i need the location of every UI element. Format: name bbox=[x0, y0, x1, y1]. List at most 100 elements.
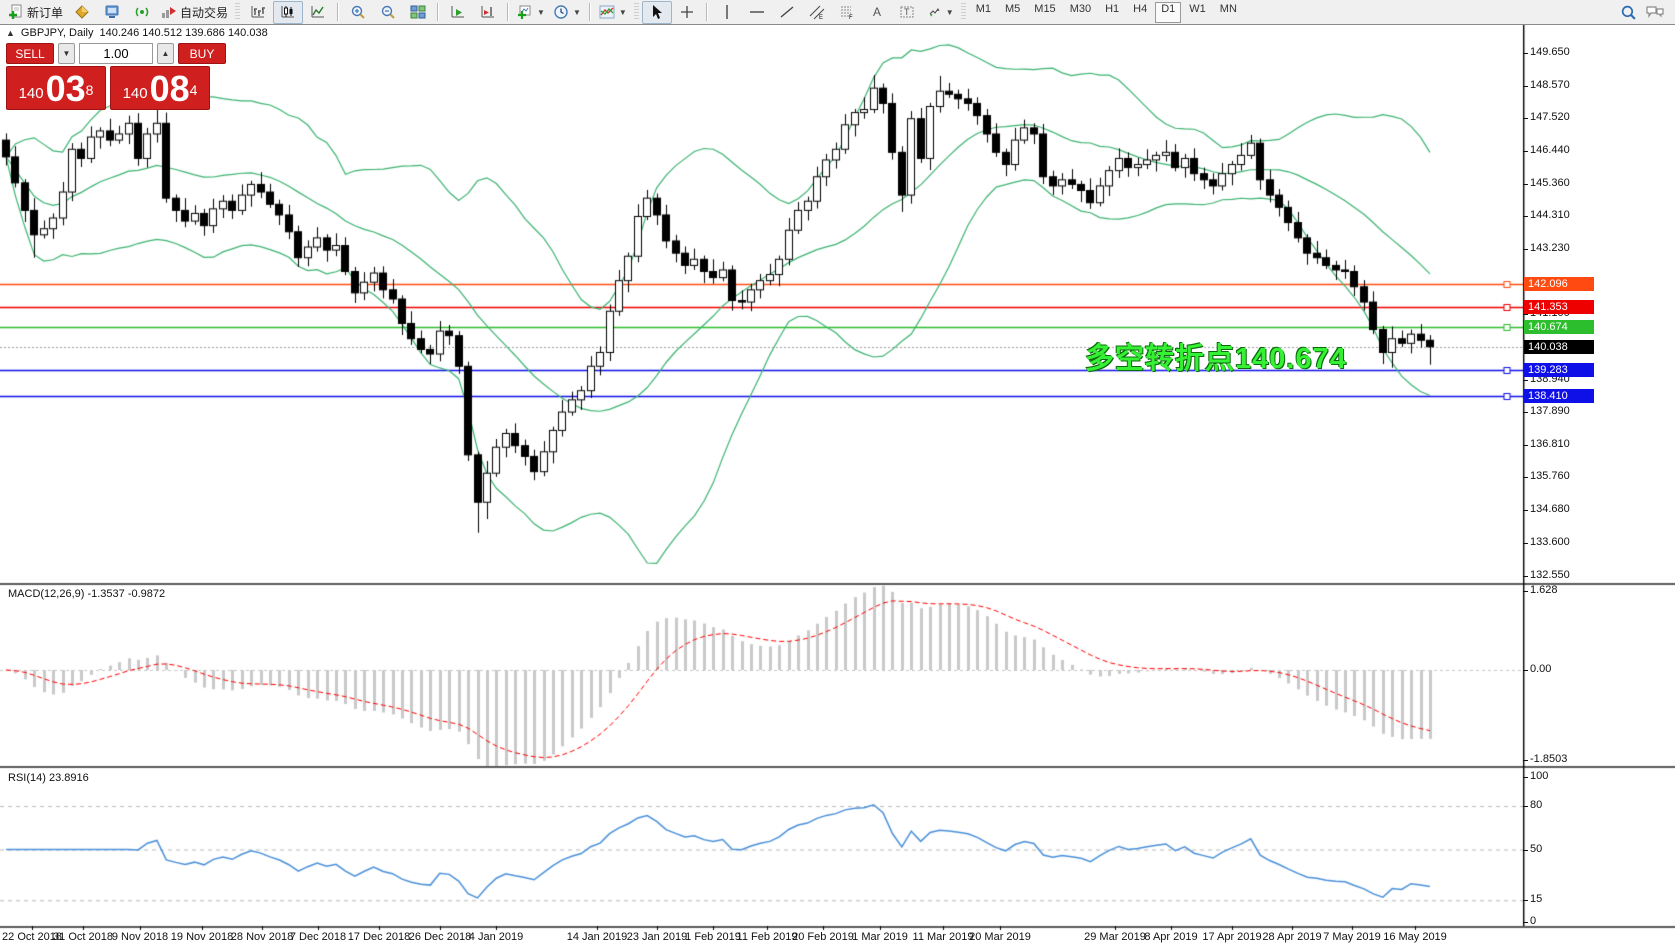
auto-scroll-icon bbox=[451, 6, 465, 18]
svg-text:F: F bbox=[849, 15, 853, 20]
toolbar-grip bbox=[235, 3, 241, 21]
cursor-icon bbox=[652, 5, 662, 19]
svg-text:T: T bbox=[904, 7, 910, 17]
chart-canvas[interactable] bbox=[0, 25, 1675, 950]
date-axis-label: 19 Nov 2018 bbox=[170, 931, 234, 943]
new-order-button[interactable]: 新订单 bbox=[4, 1, 67, 24]
metaeditor-button[interactable] bbox=[67, 1, 97, 24]
price-axis-tick: 145.360 bbox=[1523, 177, 1570, 190]
date-axis-label: 20 Feb 2019 bbox=[792, 931, 854, 943]
candlestick-chart-button[interactable] bbox=[273, 0, 304, 24]
indicators-icon bbox=[599, 5, 615, 19]
date-axis-label: 7 Dec 2018 bbox=[289, 931, 347, 943]
bar-chart-button[interactable] bbox=[243, 1, 273, 24]
timeframe-toolbar: M1 M5 M15 M30 H1 H4 D1 W1 MN bbox=[969, 1, 1244, 23]
arrows-button[interactable]: ▼ bbox=[922, 1, 958, 24]
text-label-button[interactable]: T bbox=[892, 1, 922, 24]
vertical-line-button[interactable] bbox=[712, 1, 742, 24]
price-axis-tick: 135.760 bbox=[1523, 470, 1570, 483]
price-level-label[interactable]: 138.410 bbox=[1524, 389, 1594, 404]
chart-shift-button[interactable] bbox=[473, 1, 503, 24]
chat-icon[interactable] bbox=[1645, 4, 1665, 20]
timeframe-button-M15[interactable]: M15 bbox=[1034, 2, 1056, 15]
buy-price-big: 08 bbox=[149, 68, 190, 109]
chart-shift-icon bbox=[481, 6, 495, 18]
text-button[interactable]: A bbox=[862, 1, 892, 24]
bid-price-label: 140.038 bbox=[1524, 339, 1594, 354]
crosshair-icon bbox=[680, 6, 693, 18]
macd-axis-tick: 1.628 bbox=[1523, 583, 1558, 596]
signals-button[interactable] bbox=[127, 1, 157, 24]
search-icon[interactable] bbox=[1620, 4, 1637, 21]
date-axis-label: 1 Mar 2019 bbox=[852, 931, 908, 943]
horizontal-line-button[interactable] bbox=[742, 1, 772, 24]
zoom-out-button[interactable] bbox=[373, 1, 403, 24]
equidistant-channel-button[interactable]: E bbox=[802, 1, 832, 24]
date-axis-label: 29 Mar 2019 bbox=[1084, 931, 1146, 943]
price-axis-tick: 133.600 bbox=[1523, 536, 1570, 549]
rsi-axis-tick: 50 bbox=[1522, 842, 1543, 855]
autotrading-button[interactable]: 自动交易 bbox=[157, 1, 232, 24]
price-axis-tick: 134.680 bbox=[1523, 503, 1570, 516]
dropdown-caret: ▼ bbox=[945, 7, 954, 17]
crosshair-button[interactable] bbox=[672, 1, 702, 24]
price-level-label[interactable]: 142.096 bbox=[1524, 276, 1594, 291]
cursor-button[interactable] bbox=[641, 0, 672, 24]
buy-button[interactable]: BUY bbox=[178, 43, 226, 64]
sell-price-display[interactable]: 140 03 8 bbox=[6, 66, 106, 110]
dropdown-caret: ▼ bbox=[537, 7, 545, 17]
indicators-button[interactable]: ▼ bbox=[595, 1, 631, 24]
timeframe-button-M5[interactable]: M5 bbox=[1005, 2, 1021, 15]
timeframe-button-H4[interactable]: H4 bbox=[1133, 2, 1148, 15]
timeframe-button-M1[interactable]: M1 bbox=[975, 2, 991, 15]
toolbar-separator bbox=[588, 3, 591, 21]
price-level-label[interactable]: 139.283 bbox=[1524, 362, 1594, 377]
auto-scroll-button[interactable] bbox=[443, 1, 473, 24]
zoom-in-button[interactable] bbox=[343, 1, 373, 24]
buy-price-display[interactable]: 140 08 4 bbox=[110, 66, 210, 110]
fibonacci-icon: F bbox=[840, 6, 853, 20]
macd-axis-tick: -1.8503 bbox=[1522, 752, 1568, 765]
timeframe-button-H1[interactable]: H1 bbox=[1105, 2, 1120, 15]
rsi-axis-tick: 100 bbox=[1522, 770, 1549, 782]
periods-button[interactable]: ▼ bbox=[549, 1, 585, 24]
timeframe-button-MN[interactable]: MN bbox=[1219, 2, 1237, 15]
timeframe-button-M30[interactable]: M30 bbox=[1069, 2, 1092, 15]
date-axis-label: 17 Apr 2019 bbox=[1202, 931, 1262, 943]
rsi-axis-tick: 80 bbox=[1522, 799, 1543, 811]
line-chart-button[interactable] bbox=[303, 1, 333, 24]
zoom-out-icon bbox=[381, 5, 395, 19]
price-level-label[interactable]: 140.674 bbox=[1524, 320, 1594, 335]
date-axis-label: 4 Jan 2019 bbox=[468, 931, 524, 943]
price-level-label[interactable]: 141.353 bbox=[1524, 299, 1594, 314]
chart-annotation-text: 多空转折点140.674 bbox=[1085, 343, 1347, 375]
metaeditor-icon bbox=[75, 5, 89, 19]
new-chart-icon bbox=[518, 5, 531, 19]
autotrading-label: 自动交易 bbox=[180, 5, 229, 20]
rsi-indicator-label: RSI(14) 23.8916 bbox=[8, 772, 89, 784]
volume-increase-button[interactable]: ▲ bbox=[157, 43, 174, 64]
chart-window: MACD(12,26,9) -1.3537 -0.9872 RSI(14) 23… bbox=[0, 25, 1675, 950]
toolbar-separator bbox=[507, 3, 510, 21]
new-chart-button[interactable]: ▼ bbox=[513, 1, 549, 24]
price-axis-tick: 144.310 bbox=[1523, 209, 1570, 222]
fibonacci-button[interactable]: F bbox=[832, 1, 862, 24]
tile-windows-button[interactable] bbox=[403, 1, 433, 24]
collapse-panel-arrow[interactable]: ▲ bbox=[6, 28, 15, 38]
tile-windows-icon bbox=[410, 5, 426, 19]
trendline-button[interactable] bbox=[772, 1, 802, 24]
price-axis-tick: 132.550 bbox=[1523, 568, 1570, 581]
svg-text:A: A bbox=[873, 5, 881, 19]
rsi-axis-tick: 0 bbox=[1522, 915, 1537, 927]
timeframe-button-D1[interactable]: D1 bbox=[1155, 1, 1182, 23]
equidistant-channel-icon: E bbox=[809, 5, 825, 20]
volume-input[interactable]: 1.00 bbox=[79, 43, 153, 64]
price-axis-tick: 147.520 bbox=[1523, 111, 1570, 124]
virtual-hosting-button[interactable] bbox=[97, 1, 127, 24]
date-axis-label: 31 Oct 2018 bbox=[53, 931, 113, 943]
date-axis-label: 11 Feb 2019 bbox=[736, 931, 798, 943]
volume-decrease-button[interactable]: ▼ bbox=[58, 43, 75, 64]
timeframe-button-W1[interactable]: W1 bbox=[1189, 2, 1206, 15]
sell-button[interactable]: SELL bbox=[6, 43, 54, 64]
text-label-icon: T bbox=[900, 6, 914, 18]
